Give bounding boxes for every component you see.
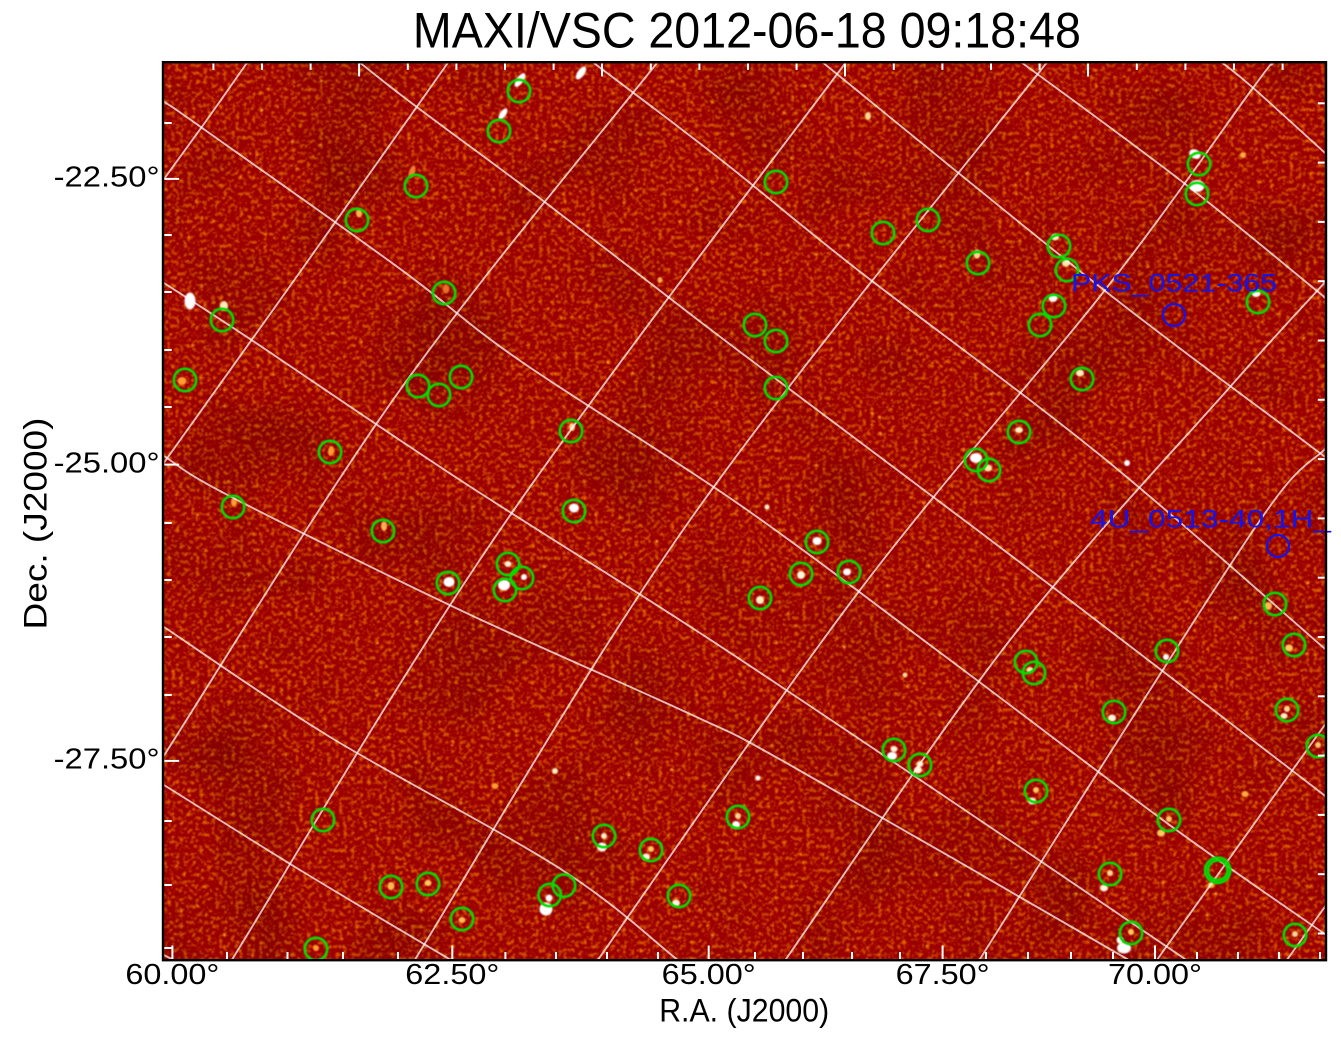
- svg-text:R.A. (J2000): R.A. (J2000): [659, 992, 829, 1028]
- svg-text:Dec. (J2000): Dec. (J2000): [18, 418, 54, 630]
- svg-text:62.50°: 62.50°: [405, 959, 499, 991]
- svg-text:-22.50°: -22.50°: [54, 162, 160, 194]
- svg-text:67.50°: 67.50°: [896, 959, 990, 991]
- svg-text:PKS_0521-365: PKS_0521-365: [1071, 270, 1277, 298]
- svg-text:65.00°: 65.00°: [662, 959, 756, 991]
- svg-text:4U_0513-40,1H_: 4U_0513-40,1H_: [1090, 506, 1332, 534]
- svg-text:-27.50°: -27.50°: [54, 744, 160, 776]
- svg-text:60.00°: 60.00°: [125, 959, 219, 991]
- svg-text:-25.00°: -25.00°: [54, 447, 160, 479]
- svg-text:70.00°: 70.00°: [1108, 959, 1202, 991]
- svg-text:MAXI/VSC 2012-06-18 09:18:48: MAXI/VSC 2012-06-18 09:18:48: [413, 3, 1081, 59]
